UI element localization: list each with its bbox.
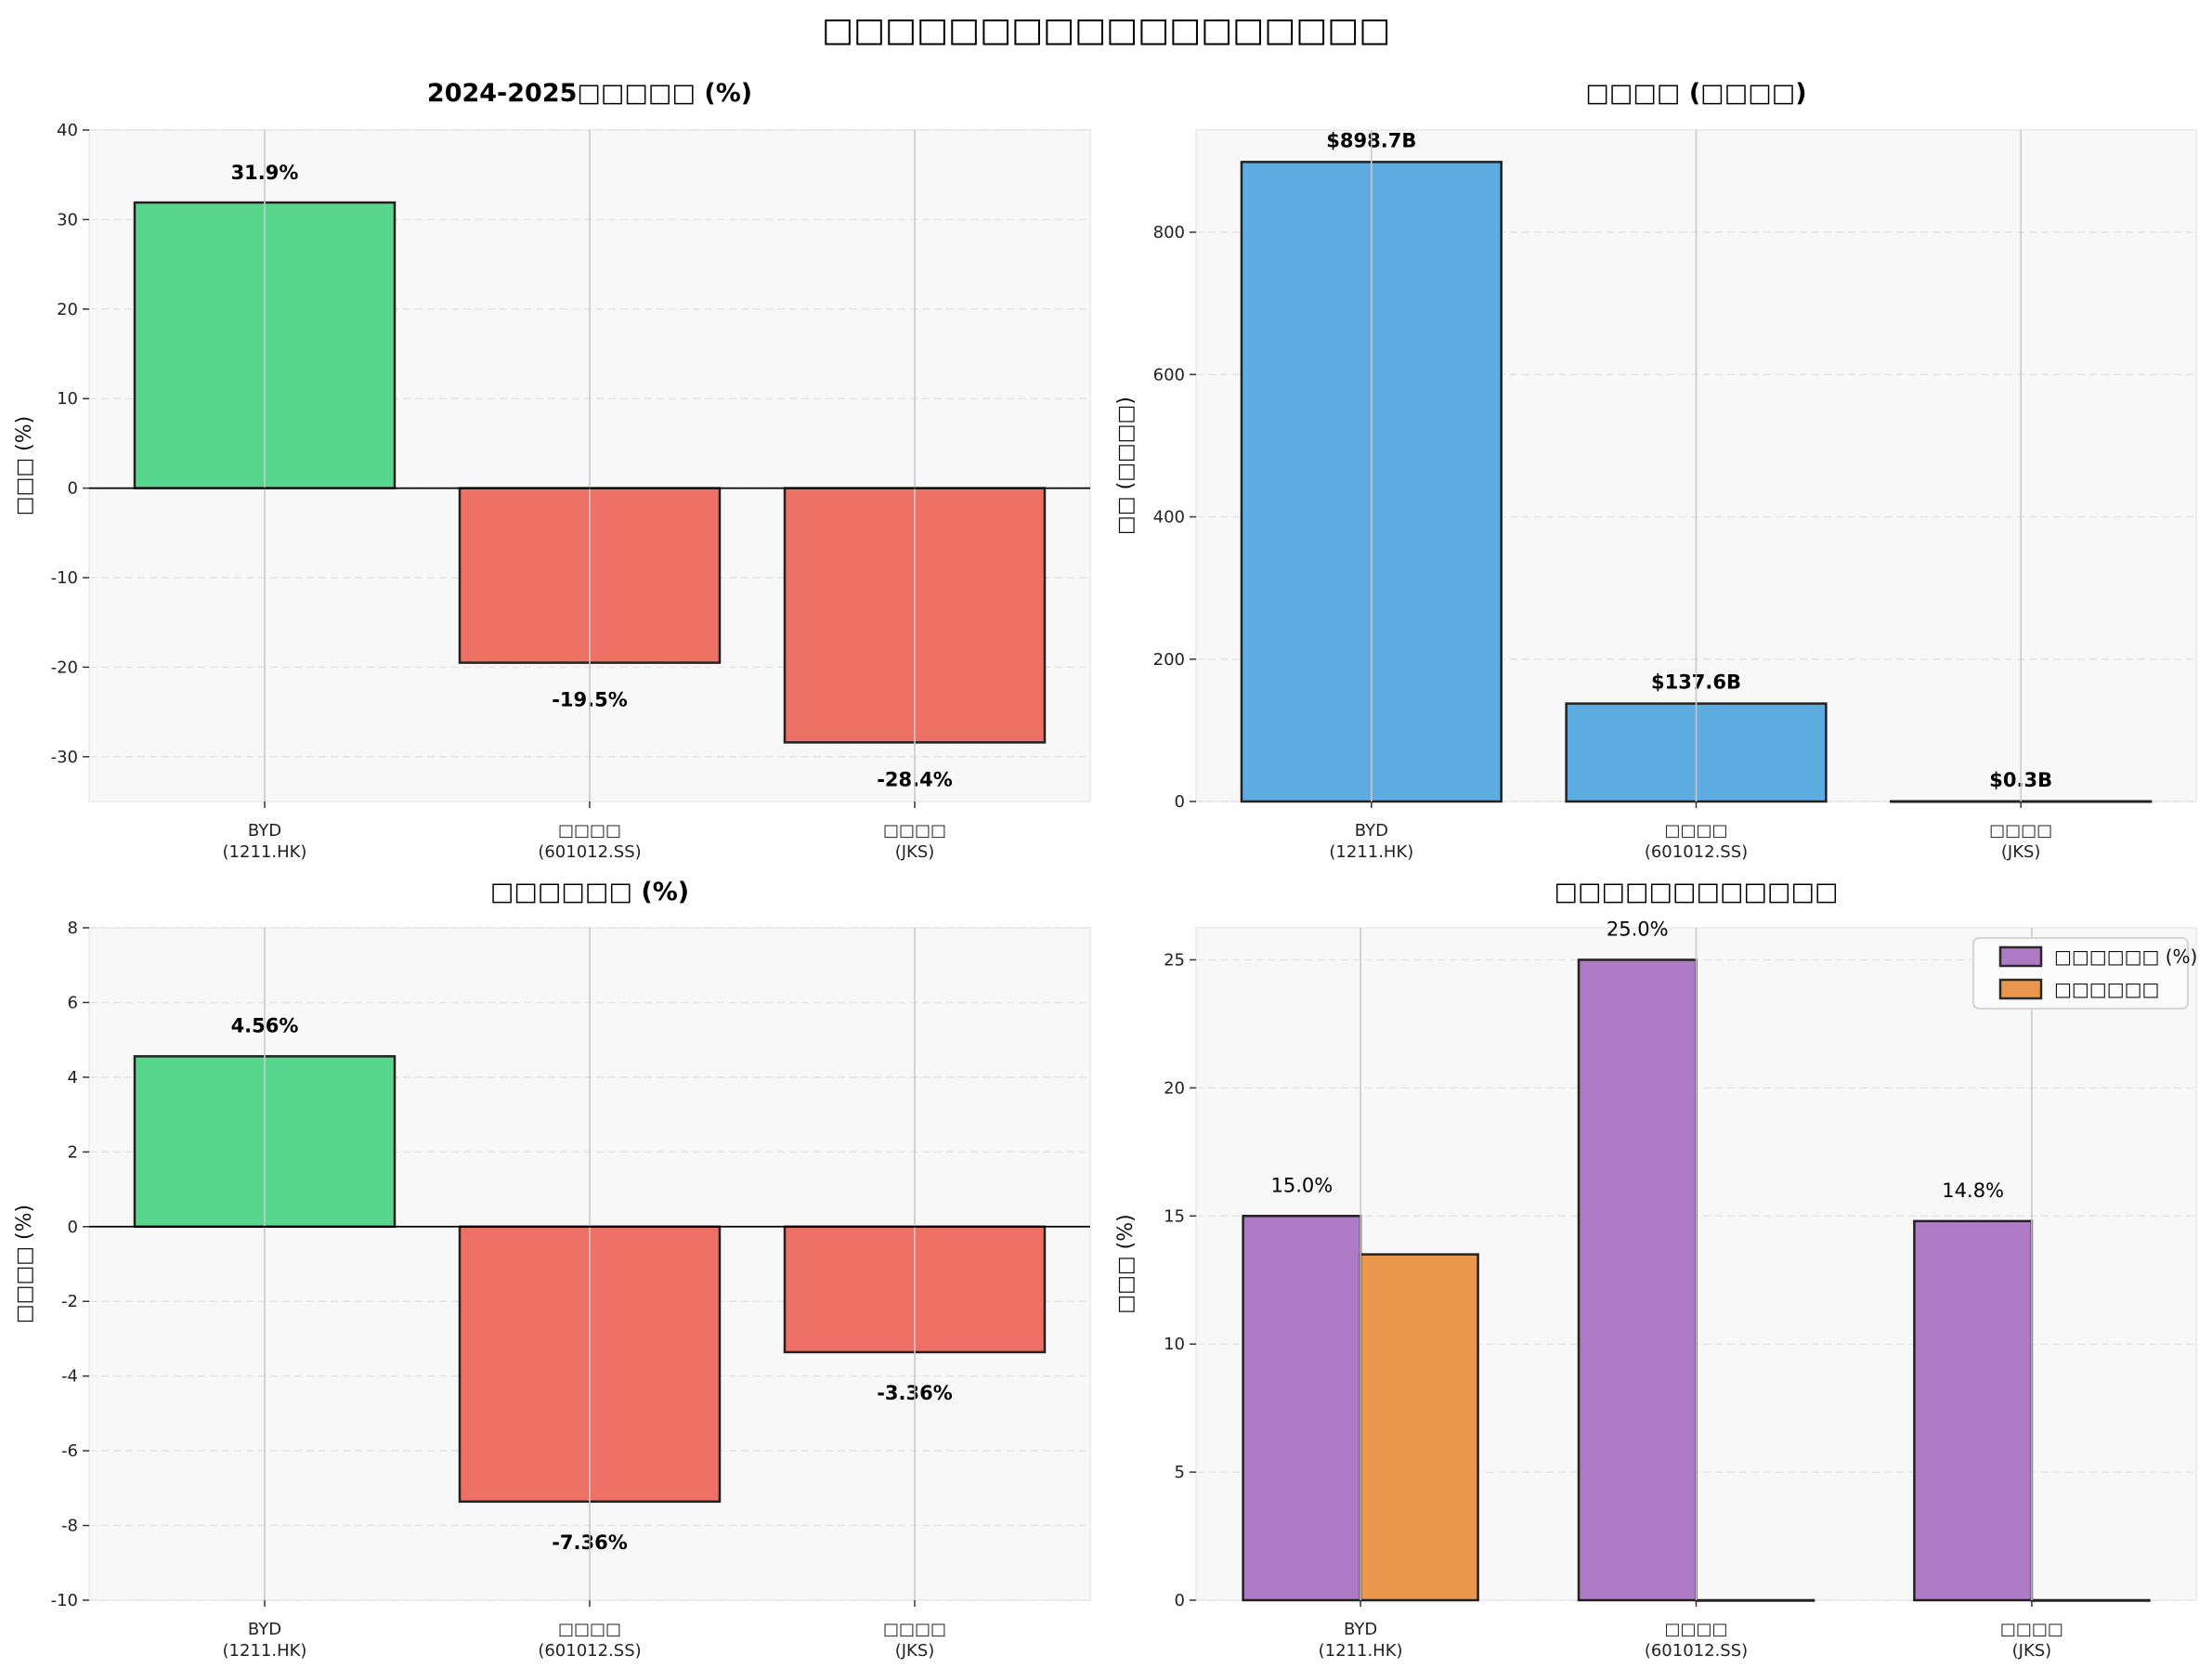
y-axis-label: □□ (□□□□) xyxy=(1114,397,1138,535)
bar xyxy=(1695,1598,1815,1602)
y-tick-label: -2 xyxy=(61,1292,78,1311)
y-tick-label: 400 xyxy=(1153,508,1185,528)
subplot-1: -30-20-1001020304031.9%-19.5%-28.4%BYD(1… xyxy=(13,79,1091,862)
y-tick-label: 25 xyxy=(1164,950,1185,970)
x-tick-label: (601012.SS) xyxy=(1645,842,1748,862)
data-label: 25.0% xyxy=(1607,918,1669,940)
y-tick-label: 2 xyxy=(68,1142,78,1162)
x-tick-label: (601012.SS) xyxy=(538,1641,641,1661)
x-tick-label: □□□□ xyxy=(1664,1620,1727,1639)
x-tick-label: □□□□ xyxy=(558,821,621,841)
x-tick-label: BYD xyxy=(1355,821,1388,841)
subplot-title: □□□□□□ (%) xyxy=(490,878,689,906)
x-tick-label: □□□□ xyxy=(883,821,946,841)
y-tick-label: 0 xyxy=(68,479,78,499)
y-tick-label: 0 xyxy=(1175,1591,1185,1610)
x-tick-label: BYD xyxy=(248,1620,281,1639)
x-tick-label: (JKS) xyxy=(895,1641,935,1661)
figure-title: □□□□□□□□□□□□□□□□□□ xyxy=(822,11,1390,49)
y-tick-label: -4 xyxy=(61,1367,78,1387)
y-axis-label: □□□ (%) xyxy=(13,416,36,515)
y-tick-label: 8 xyxy=(68,919,78,938)
x-tick-label: □□□□ xyxy=(883,1620,946,1639)
legend-label: □□□□□□ (%) xyxy=(2054,945,2197,968)
y-tick-label: 0 xyxy=(1175,792,1185,812)
x-tick-label: □□□□ xyxy=(2000,1620,2063,1639)
bar xyxy=(1242,1215,1362,1602)
x-tick-label: □□□□ xyxy=(1664,821,1727,841)
data-label: 15.0% xyxy=(1270,1174,1333,1196)
y-tick-label: 20 xyxy=(1164,1078,1185,1098)
bar xyxy=(1359,1253,1479,1602)
legend-swatch xyxy=(1998,945,2043,968)
y-tick-label: 200 xyxy=(1153,650,1185,670)
x-tick-label: □□□□ xyxy=(558,1620,621,1639)
y-tick-label: -8 xyxy=(61,1517,78,1536)
y-tick-label: -10 xyxy=(51,1591,78,1610)
subplot-3: -10-8-6-4-2024684.56%-7.36%-3.36%BYD(121… xyxy=(13,878,1091,1661)
bar xyxy=(1913,1219,2034,1602)
x-tick-label: BYD xyxy=(248,821,281,841)
x-tick-label: (1211.HK) xyxy=(1319,1641,1403,1661)
x-tick-label: BYD xyxy=(1344,1620,1377,1639)
x-tick-label: (JKS) xyxy=(2001,842,2041,862)
data-label: 14.8% xyxy=(1942,1179,2004,1202)
y-tick-label: 15 xyxy=(1164,1206,1185,1226)
y-tick-label: 4 xyxy=(68,1068,78,1088)
x-tick-label: (601012.SS) xyxy=(1645,1641,1748,1661)
subplot-4: 0 5 10 15 20 25 15.0% 25.0% 14.8% BYD (1211.HK) □□□… xyxy=(1114,878,2197,1661)
y-tick-label: 600 xyxy=(1153,365,1185,384)
subplot-title: □□□□□□□□□□□□ xyxy=(1554,878,1838,906)
y-tick-label: 6 xyxy=(68,993,78,1012)
y-tick-label: 40 xyxy=(57,121,78,140)
y-tick-label: 800 xyxy=(1153,223,1185,242)
legend-label: □□□□□□ xyxy=(2054,978,2159,1000)
y-tick-label: 10 xyxy=(57,389,78,409)
x-tick-label: (JKS) xyxy=(2012,1641,2052,1661)
y-tick-label: 20 xyxy=(57,300,78,319)
x-tick-label: □□□□ xyxy=(1989,821,2052,841)
y-tick-label: 30 xyxy=(57,210,78,229)
legend-swatch xyxy=(1998,978,2043,1000)
y-tick-label: -10 xyxy=(51,568,78,588)
y-tick-label: 10 xyxy=(1164,1335,1185,1354)
x-tick-label: (1211.HK) xyxy=(223,1641,307,1661)
y-tick-label: 5 xyxy=(1175,1463,1185,1482)
y-tick-label: -20 xyxy=(51,658,78,677)
subplot-title: □□□□ (□□□□) xyxy=(1585,79,1806,108)
y-tick-label: -30 xyxy=(51,748,78,767)
y-tick-label: 0 xyxy=(68,1218,78,1237)
x-tick-label: (1211.HK) xyxy=(223,842,307,862)
bar xyxy=(1577,958,1698,1602)
subplot-2: 0200400600800$898.7B$137.6B$0.3BBYD(1211… xyxy=(1114,79,2197,862)
bar xyxy=(2030,1598,2151,1602)
legend: □□□□□□ (%) □□□□□□ xyxy=(1972,937,2197,1010)
y-axis-label: □□□ (%) xyxy=(1114,1214,1138,1313)
x-tick-label: (1211.HK) xyxy=(1329,842,1413,862)
x-tick-label: (601012.SS) xyxy=(538,842,641,862)
x-tick-label: (JKS) xyxy=(895,842,935,862)
y-tick-label: -6 xyxy=(61,1441,78,1461)
subplot-title: 2024-2025□□□□□ (%) xyxy=(427,79,752,108)
y-axis-label: □□□□ (%) xyxy=(13,1205,36,1323)
